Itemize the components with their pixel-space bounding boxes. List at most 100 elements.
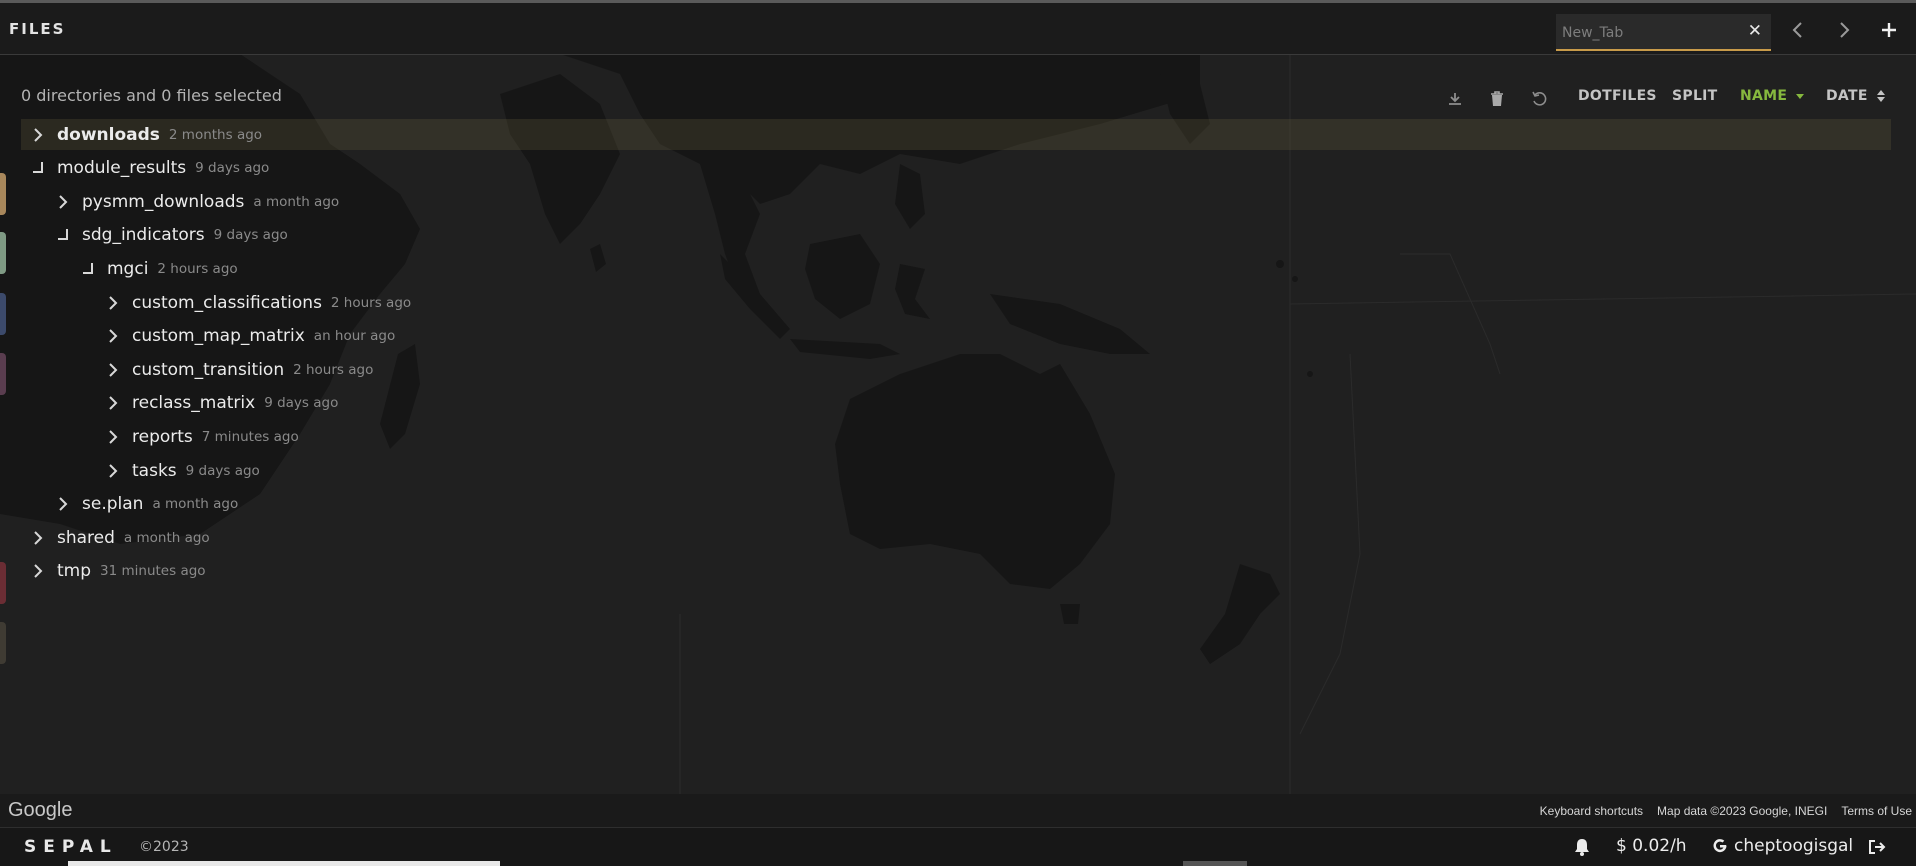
tree-row-pysmm-downloads[interactable]: pysmm_downloads a month ago [21,186,1891,217]
tree-item-name: custom_map_matrix [132,326,305,347]
chevron-right-icon[interactable] [104,462,122,480]
tree-row-se-plan[interactable]: se.plan a month ago [21,489,1891,520]
sort-date-button[interactable]: DATE [1826,88,1886,104]
accent-tab-1[interactable] [0,173,6,215]
tree-item-name: sdg_indicators [82,225,205,246]
tree-row-downloads[interactable]: downloads 2 months ago [21,119,1891,150]
tree-item-date: 2 hours ago [330,294,412,311]
chevron-right-icon[interactable] [104,294,122,312]
tree-item-date: 9 days ago [213,227,288,244]
tree-item-name: shared [57,527,115,548]
tree-row-mgci[interactable]: mgci 2 hours ago [21,253,1891,284]
tree-item-date: 2 hours ago [293,361,374,378]
tree-row-custom-transition[interactable]: custom_transition 2 hours ago [21,354,1891,385]
page-title: FILES [9,20,66,38]
tab-label: New_Tab [1562,25,1624,41]
cost-indicator[interactable]: $ 0.02/h [1616,836,1687,856]
tree-item-date: 9 days ago [195,160,270,177]
sort-name-label: NAME [1740,88,1788,104]
folder-expanded-icon[interactable] [29,159,47,177]
tree-row-tmp[interactable]: tmp 31 minutes ago [21,556,1891,587]
chevron-right-icon[interactable] [29,126,47,144]
chevron-right-icon[interactable] [1829,15,1859,45]
chevron-right-icon[interactable] [104,428,122,446]
files-panel: 0 directories and 0 files selected DOTFI… [0,54,1916,794]
accent-tab-2[interactable] [0,232,6,274]
close-icon[interactable]: ✕ [1747,21,1762,41]
user-menu[interactable]: cheptoogisgal [1712,836,1853,856]
tree-item-date: a month ago [123,529,210,546]
copyright: ©2023 [139,839,189,855]
files-header: FILES New_Tab ✕ [0,3,1916,55]
sort-desc-icon [1796,94,1805,99]
chevron-right-icon[interactable] [104,327,122,345]
accent-tab-6[interactable] [0,622,6,664]
progress-indicator [68,861,500,866]
reload-icon[interactable] [1526,86,1552,112]
folder-expanded-icon[interactable] [54,226,72,244]
sort-date-label: DATE [1826,88,1868,104]
window-top-edge [0,0,1916,3]
selection-status: 0 directories and 0 files selected [21,86,282,105]
sort-both-icon [1876,90,1885,102]
tree-item-name: custom_classifications [132,292,322,313]
tree-row-reports[interactable]: reports 7 minutes ago [21,421,1891,452]
chevron-left-icon[interactable] [1783,15,1813,45]
tree-item-name: custom_transition [132,359,285,380]
tree-row-custom-classifications[interactable]: custom_classifications 2 hours ago [21,287,1891,318]
tree-item-date: an hour ago [313,328,396,345]
tree-item-date: 9 days ago [264,395,339,412]
google-logo: Google [8,799,73,821]
trash-icon[interactable] [1484,86,1510,112]
tree-item-date: 31 minutes ago [100,563,206,580]
tree-item-name: reports [132,426,193,447]
sort-name-button[interactable]: NAME [1740,88,1805,104]
tree-item-name: tasks [132,460,177,481]
tree-item-date: 9 days ago [185,462,260,479]
google-g-icon [1713,839,1727,853]
tree-item-date: 2 months ago [168,126,263,143]
tab-new-tab[interactable]: New_Tab ✕ [1556,14,1771,51]
accent-tab-5[interactable] [0,562,6,604]
tree-row-shared[interactable]: shared a month ago [21,522,1891,553]
terms-of-use-link[interactable]: Terms of Use [1841,804,1912,818]
tree-item-name: mgci [107,258,149,279]
tree-row-tasks[interactable]: tasks 9 days ago [21,455,1891,486]
map-footer: Google Keyboard shortcuts Map data ©2023… [0,794,1916,827]
tree-item-date: a month ago [152,496,239,513]
tree-item-name: se.plan [82,494,144,515]
tree-item-name: module_results [57,158,187,179]
chevron-right-icon[interactable] [54,495,72,513]
tree-item-name: pysmm_downloads [82,191,245,212]
keyboard-shortcuts-link[interactable]: Keyboard shortcuts [1539,804,1644,818]
folder-expanded-icon[interactable] [79,260,97,278]
accent-tab-3[interactable] [0,293,6,335]
chevron-right-icon[interactable] [29,529,47,547]
tree-item-date: 2 hours ago [157,260,238,277]
dotfiles-button[interactable]: DOTFILES [1578,88,1657,104]
progress-indicator-secondary [1183,861,1247,866]
chevron-right-icon[interactable] [54,193,72,211]
username: cheptoogisgal [1734,836,1854,856]
chevron-right-icon[interactable] [104,394,122,412]
map-background[interactable] [0,54,1916,794]
chevron-right-icon[interactable] [29,562,47,580]
sepal-logo: SEPAL [24,837,118,857]
tree-item-name: downloads [57,124,160,145]
bell-icon[interactable] [1574,838,1590,856]
chevron-right-icon[interactable] [104,361,122,379]
tree-row-reclass-matrix[interactable]: reclass_matrix 9 days ago [21,388,1891,419]
download-icon[interactable] [1442,86,1468,112]
tree-row-module-results[interactable]: module_results 9 days ago [21,153,1891,184]
tree-item-name: reclass_matrix [132,393,256,414]
accent-tab-4[interactable] [0,353,6,395]
split-button[interactable]: SPLIT [1672,88,1718,104]
tree-row-custom-map-matrix[interactable]: custom_map_matrix an hour ago [21,321,1891,352]
tree-item-date: a month ago [253,193,340,210]
tree-item-date: 7 minutes ago [201,428,299,445]
status-bar: SEPAL ©2023 $ 0.02/h cheptoogisgal [0,827,1916,866]
plus-icon[interactable] [1874,15,1904,45]
tree-item-name: tmp [57,561,92,582]
tree-row-sdg-indicators[interactable]: sdg_indicators 9 days ago [21,220,1891,251]
logout-icon[interactable] [1868,839,1886,855]
